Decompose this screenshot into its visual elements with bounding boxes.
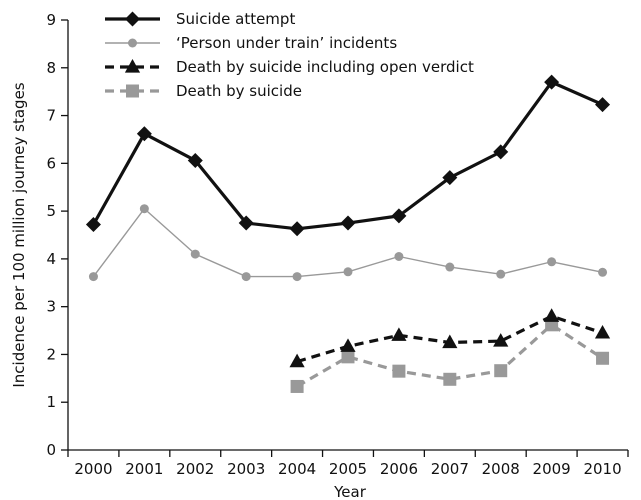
data-point — [391, 208, 407, 224]
y-tick-label: 1 — [46, 393, 56, 411]
series-0 — [85, 74, 611, 237]
data-point — [139, 204, 149, 214]
data-point — [442, 170, 458, 186]
data-point — [544, 308, 560, 322]
data-point — [547, 257, 557, 267]
data-point — [391, 327, 407, 341]
data-point — [493, 333, 509, 347]
x-tick-label-2000: 2000 — [74, 460, 112, 478]
y-tick-label: 6 — [46, 154, 56, 172]
data-point — [598, 267, 608, 277]
data-point — [496, 269, 506, 279]
data-point — [392, 364, 406, 378]
data-point — [88, 272, 98, 282]
x-tick-label-2007: 2007 — [431, 460, 469, 478]
y-tick-label: 9 — [46, 11, 56, 29]
y-tick-label: 7 — [46, 107, 56, 125]
x-tick-label-2001: 2001 — [125, 460, 163, 478]
x-tick-label-2010: 2010 — [583, 460, 621, 478]
legend: Suicide attempt ‘Person under train’ inci… — [105, 10, 474, 100]
data-point — [341, 350, 355, 364]
data-point — [493, 144, 509, 160]
series-line — [92, 80, 604, 231]
series-group — [85, 74, 611, 393]
data-point — [289, 353, 305, 368]
data-point — [442, 334, 458, 349]
legend-item-0: Suicide attempt — [105, 10, 295, 28]
data-point — [443, 372, 457, 386]
legend-label: Death by suicide — [176, 82, 302, 100]
y-tick-label: 0 — [46, 441, 56, 459]
data-point — [394, 252, 404, 261]
data-point — [595, 97, 611, 113]
data-point — [494, 364, 508, 378]
data-point — [340, 215, 356, 231]
y-axis-title: Incidence per 100 million journey stages — [10, 82, 28, 387]
y-tick-label: 5 — [46, 202, 56, 220]
legend-label: Suicide attempt — [176, 10, 295, 28]
data-point — [187, 152, 203, 168]
y-tick-label: 4 — [46, 250, 56, 268]
data-point — [343, 267, 353, 277]
data-point — [594, 324, 611, 339]
legend-item-2: Death by suicide including open verdict — [105, 58, 474, 76]
legend-item-1: ‘Person under train’ incidents — [105, 34, 397, 52]
data-point — [340, 338, 356, 352]
x-axis-title: Year — [333, 483, 367, 500]
data-point — [136, 126, 152, 142]
x-tick-label-2009: 2009 — [533, 460, 571, 478]
data-point — [544, 74, 560, 90]
y-axis-ticks: 0 1 2 3 4 5 6 7 8 9 — [46, 11, 68, 459]
y-tick-label: 8 — [46, 59, 56, 77]
x-tick-label-2002: 2002 — [176, 460, 214, 478]
data-point — [238, 215, 254, 231]
data-point — [290, 379, 304, 393]
x-tick-label-2003: 2003 — [227, 460, 265, 478]
x-tick-label-2005: 2005 — [329, 460, 367, 478]
legend-swatch-marker — [125, 11, 140, 27]
legend-swatch-marker — [128, 38, 137, 48]
legend-item-3: Death by suicide — [105, 82, 302, 100]
y-tick-label: 2 — [46, 345, 56, 363]
series-3 — [290, 318, 610, 393]
data-point — [289, 221, 305, 237]
data-point — [292, 272, 302, 282]
data-point — [241, 272, 251, 282]
axes: Incidence per 100 million journey stages… — [10, 20, 628, 500]
x-axis-ticks: 2000 2001 2002 2003 2004 2005 2006 2007 2008 2009… — [67, 450, 629, 478]
legend-swatch-marker — [126, 84, 139, 98]
x-tick-label-2008: 2008 — [482, 460, 520, 478]
data-point — [190, 249, 200, 259]
data-point — [85, 216, 101, 232]
legend-label: Death by suicide including open verdict — [176, 58, 474, 76]
series-1 — [88, 204, 608, 282]
x-tick-label-2004: 2004 — [278, 460, 316, 478]
data-point — [445, 262, 455, 272]
y-tick-label: 3 — [46, 298, 56, 316]
data-point — [596, 351, 610, 365]
series-2 — [289, 308, 611, 368]
x-tick-label-2006: 2006 — [380, 460, 418, 478]
legend-label: ‘Person under train’ incidents — [176, 34, 397, 52]
legend-swatch-marker — [124, 59, 141, 73]
